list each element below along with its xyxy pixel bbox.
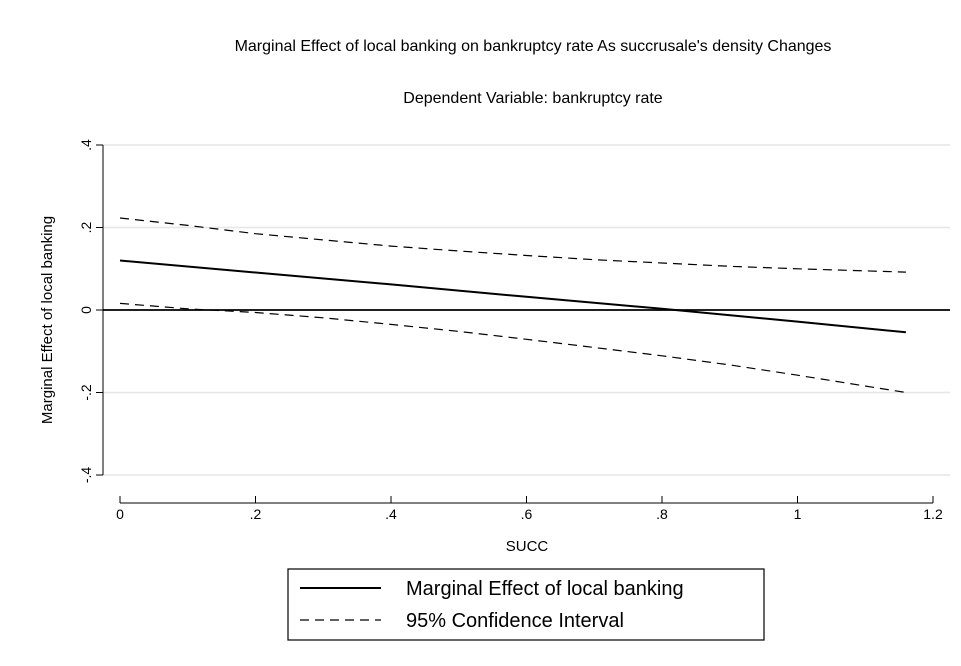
y-tick-label: .2 <box>78 221 94 233</box>
x-tick-label: 1.2 <box>923 506 943 522</box>
legend-box <box>287 568 765 641</box>
x-tick-label: 1 <box>794 506 802 522</box>
legend-label-confidence-interval: 95% Confidence Interval <box>406 610 624 632</box>
grid-lines <box>103 144 950 476</box>
x-axis: 0 .2 .4 .6 .8 1 1.2 <box>116 496 943 522</box>
x-tick-label: 0 <box>116 506 124 522</box>
x-tick-label: .2 <box>250 506 262 522</box>
chart-title: Marginal Effect of local banking on bank… <box>235 38 832 55</box>
y-axis: -.4 -.2 0 .2 .4 <box>78 139 104 484</box>
x-tick-label: .8 <box>656 506 668 522</box>
x-tick-label: .4 <box>385 506 397 522</box>
y-tick-label: .4 <box>78 139 94 151</box>
ci-lower-line <box>119 302 906 394</box>
y-tick-label: -.4 <box>78 467 94 484</box>
legend-label-marginal-effect: Marginal Effect of local banking <box>406 578 684 600</box>
y-axis-title: Marginal Effect of local banking <box>39 216 56 424</box>
x-axis-title: SUCC <box>506 538 549 555</box>
marginal-effect-line <box>119 259 906 334</box>
series-layer <box>119 217 906 394</box>
ci-upper-line <box>119 217 906 273</box>
chart-subtitle: Dependent Variable: bankruptcy rate <box>403 90 663 107</box>
y-tick-label: 0 <box>78 306 94 314</box>
x-tick-label: .6 <box>521 506 533 522</box>
legend: Marginal Effect of local banking 95% Con… <box>287 568 765 641</box>
y-tick-label: -.2 <box>78 384 94 401</box>
